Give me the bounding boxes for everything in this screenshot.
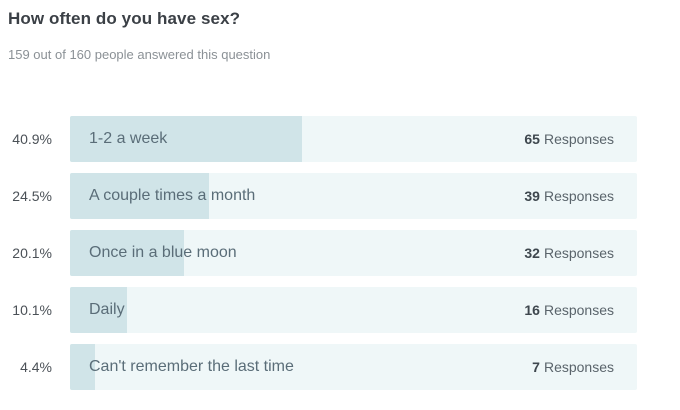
result-response-count: 32 Responses <box>524 230 614 276</box>
responses-word: Responses <box>543 245 614 261</box>
response-count-number: 7 <box>532 359 540 375</box>
result-row: 4.4% Can't remember the last time 7 Respo… <box>0 344 680 392</box>
result-row: 24.5% A couple times a month 39 Responses <box>0 173 680 221</box>
result-bar-fill <box>70 116 302 162</box>
response-count-number: 39 <box>524 188 540 204</box>
result-bar: A couple times a month 39 Responses <box>70 173 637 219</box>
answered-count: 159 out of 160 people answered this ques… <box>8 47 271 62</box>
result-response-count: 7 Responses <box>532 344 614 390</box>
result-option-label: 1-2 a week <box>89 130 168 147</box>
result-option-label: Once in a blue moon <box>89 244 237 261</box>
result-bar: Can't remember the last time 7 Responses <box>70 344 637 390</box>
response-count-number: 16 <box>524 302 540 318</box>
responses-word: Responses <box>543 359 614 375</box>
result-response-count: 39 Responses <box>524 173 614 219</box>
result-response-count: 65 Responses <box>524 116 614 162</box>
result-bar-fill <box>70 173 209 219</box>
response-count-number: 65 <box>524 131 540 147</box>
result-bar: Daily 16 Responses <box>70 287 637 333</box>
result-response-count: 16 Responses <box>524 287 614 333</box>
result-bar: 1-2 a week 65 Responses <box>70 116 637 162</box>
responses-word: Responses <box>543 131 614 147</box>
result-row: 20.1% Once in a blue moon 32 Responses <box>0 230 680 278</box>
result-option-label: Daily <box>89 301 125 318</box>
result-percent: 20.1% <box>12 245 52 261</box>
result-row: 40.9% 1-2 a week 65 Responses <box>0 116 680 164</box>
result-bar-fill <box>70 344 95 390</box>
result-option-label: A couple times a month <box>89 187 256 204</box>
question-title: How often do you have sex? <box>8 9 241 28</box>
result-option-label: Can't remember the last time <box>89 358 294 375</box>
result-bar-fill <box>70 230 184 276</box>
result-row: 10.1% Daily 16 Responses <box>0 287 680 335</box>
result-bar-fill <box>70 287 128 333</box>
result-percent: 24.5% <box>12 188 52 204</box>
response-count-number: 32 <box>524 245 540 261</box>
responses-word: Responses <box>543 302 614 318</box>
result-percent: 4.4% <box>20 359 52 375</box>
responses-word: Responses <box>543 188 614 204</box>
result-percent: 40.9% <box>12 131 52 147</box>
result-percent: 10.1% <box>12 302 52 318</box>
result-bar: Once in a blue moon 32 Responses <box>70 230 637 276</box>
